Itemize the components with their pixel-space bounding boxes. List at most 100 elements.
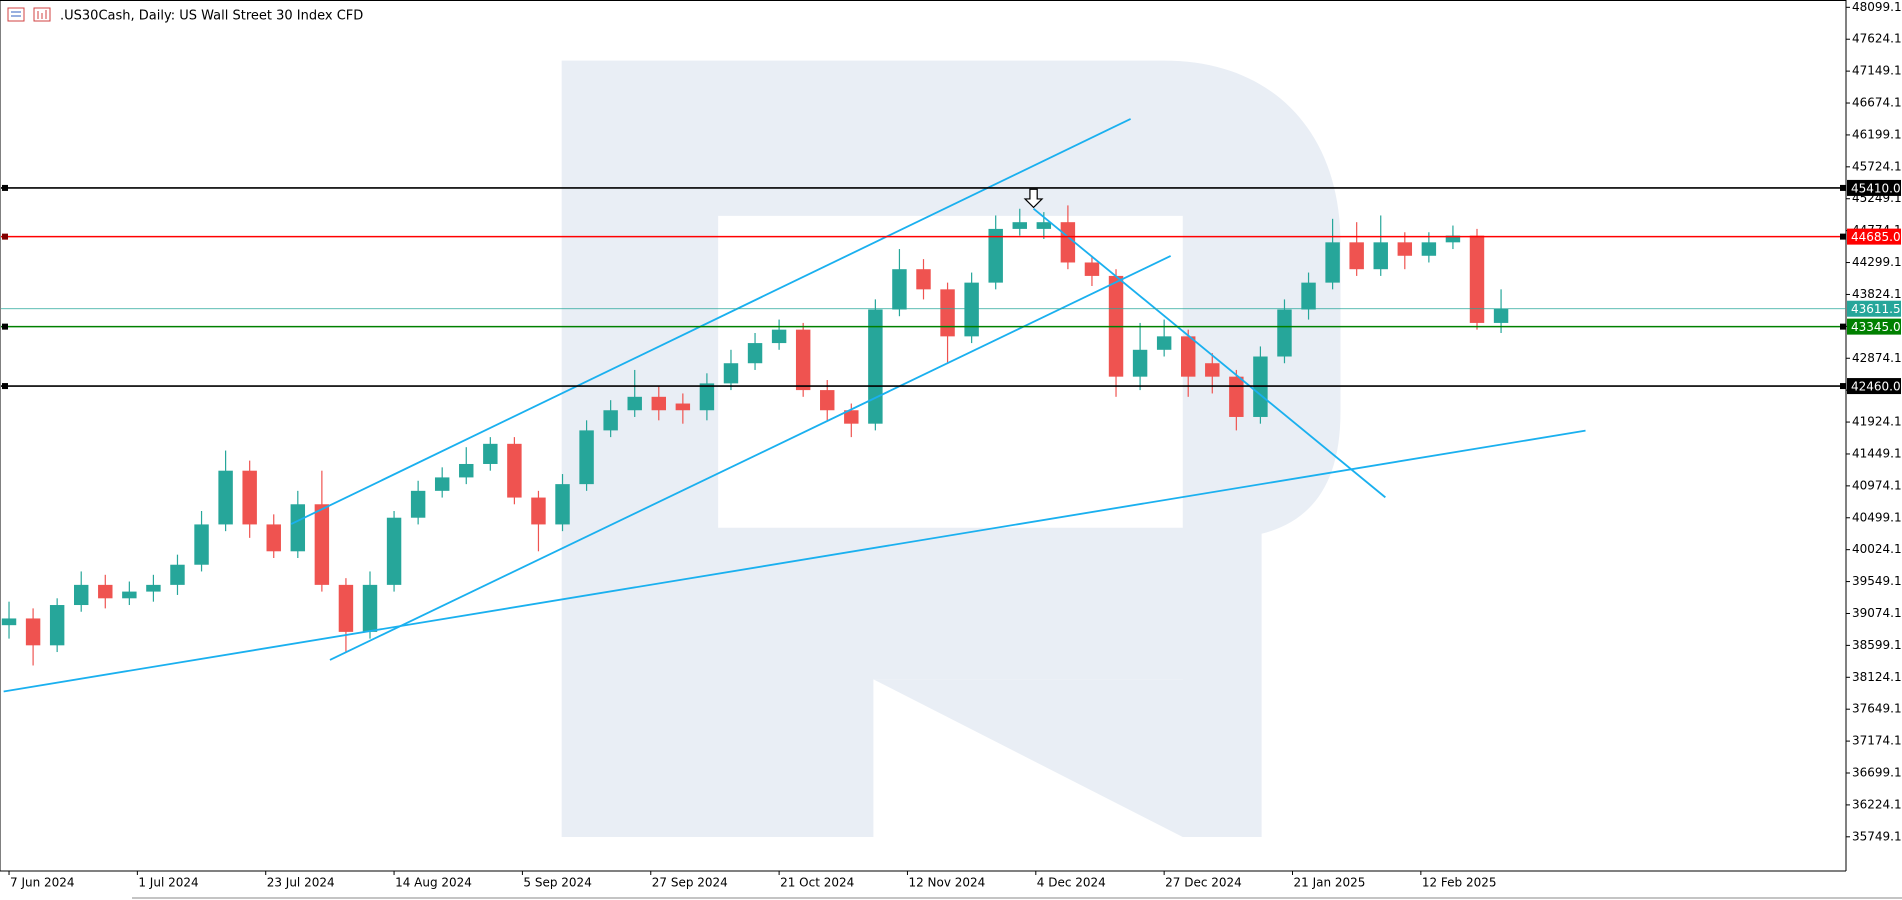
candle-body	[1469, 235, 1485, 323]
price-label-box	[1847, 318, 1901, 335]
trendline	[329, 255, 1172, 661]
price-label-box	[1847, 179, 1901, 196]
trendline	[290, 118, 1132, 525]
candle-body	[146, 584, 161, 592]
candle-body	[916, 269, 931, 290]
price-label: 44685.0	[1851, 230, 1901, 244]
candle-body	[73, 584, 89, 606]
y-tick-label: 41924.1	[1852, 415, 1902, 429]
candle-body	[170, 564, 185, 585]
x-tick-label: 23 Jul 2024	[267, 876, 335, 890]
x-tick-label: 1 Jul 2024	[138, 876, 198, 890]
y-tick-label: 47149.1	[1852, 64, 1902, 78]
candle-body	[747, 343, 763, 364]
candle-body	[1421, 242, 1437, 256]
candle-body	[795, 329, 811, 391]
y-tick-label: 38124.1	[1852, 670, 1902, 684]
candle-body	[651, 396, 667, 411]
x-tick-label: 4 Dec 2024	[1037, 876, 1106, 890]
trendline	[3, 429, 1586, 693]
x-tick-label: 12 Feb 2025	[1422, 876, 1497, 890]
price-label-box	[1847, 300, 1901, 317]
candle-body	[675, 403, 691, 411]
price-label: 43611.5	[1851, 302, 1901, 316]
candle-body	[1301, 282, 1316, 310]
candle-body	[1060, 222, 1076, 263]
icon	[37, 10, 47, 19]
price-marker	[1840, 383, 1846, 390]
y-tick-label: 46674.1	[1852, 96, 1902, 110]
candle-body	[1229, 376, 1244, 417]
price-marker	[2, 323, 8, 330]
candle-body	[266, 524, 281, 552]
candle-body	[434, 477, 450, 491]
y-tick-label: 36699.1	[1852, 765, 1902, 779]
y-tick-label: 40499.1	[1852, 510, 1902, 524]
y-tick-label: 47624.1	[1852, 32, 1902, 46]
y-tick-label: 42874.1	[1852, 351, 1902, 365]
candle-body	[771, 329, 787, 344]
candle-body	[555, 484, 570, 525]
candle-body	[218, 470, 233, 525]
candle-body	[483, 443, 498, 464]
x-tick-label: 14 Aug 2024	[395, 876, 472, 890]
x-tick-label: 27 Sep 2024	[652, 876, 728, 890]
x-tick-label: 12 Nov 2024	[908, 876, 985, 890]
candle-body	[25, 618, 41, 646]
y-tick-label: 46199.1	[1852, 127, 1902, 141]
x-tick-label: 7 Jun 2024	[10, 876, 75, 890]
y-tick-label: 41449.1	[1852, 446, 1902, 460]
candle-body	[1036, 222, 1052, 229]
candle-body	[1156, 336, 1172, 350]
candle-body	[1325, 242, 1340, 283]
x-tick-label: 21 Oct 2024	[780, 876, 854, 890]
candle-body	[194, 524, 209, 565]
price-label: 42460.0	[1851, 380, 1901, 394]
candle-body	[892, 269, 907, 310]
candle-body	[1205, 363, 1220, 377]
candle-body	[820, 390, 835, 411]
candle-body	[1084, 262, 1100, 276]
y-tick-label: 37649.1	[1852, 702, 1902, 716]
trendlines	[3, 118, 1586, 693]
y-tick-label: 37174.1	[1852, 734, 1902, 748]
price-marker	[2, 383, 8, 390]
candle-body	[603, 410, 618, 431]
candle-body	[1277, 309, 1292, 357]
candle-body	[579, 430, 594, 485]
price-marker	[1840, 323, 1846, 330]
candle-body	[723, 363, 739, 384]
candle-body	[1493, 308, 1509, 323]
toolbar-icons	[7, 7, 51, 22]
candle-body	[386, 517, 402, 585]
candle-body	[49, 605, 65, 646]
candle-body	[531, 497, 546, 525]
candle-body	[1, 618, 17, 626]
candle-body	[242, 470, 257, 525]
candle-body	[410, 490, 426, 518]
candle-body	[1012, 222, 1027, 229]
candle-body	[338, 584, 354, 632]
price-label-box	[1847, 378, 1901, 395]
price-marker	[1840, 184, 1846, 191]
y-tick-label: 36224.1	[1852, 797, 1902, 811]
candle-body	[290, 504, 306, 552]
candle-body	[362, 584, 378, 632]
price-marker	[2, 184, 8, 191]
candle-body	[1132, 349, 1148, 377]
y-tick-label: 39549.1	[1852, 574, 1902, 588]
y-tick-label: 38599.1	[1852, 638, 1902, 652]
y-tick-label: 45724.1	[1852, 159, 1902, 173]
candle-body	[844, 410, 859, 424]
price-label: 45410.0	[1851, 181, 1901, 195]
candle-body	[988, 228, 1003, 283]
candle-body	[1445, 235, 1461, 243]
candle-body	[98, 584, 113, 599]
price-label-box	[1847, 228, 1901, 245]
y-tick-label: 35749.1	[1852, 829, 1902, 843]
trendline	[1032, 207, 1386, 499]
arrow-marker	[1023, 188, 1044, 209]
candle-body	[459, 463, 474, 478]
y-tick-label: 40974.1	[1852, 478, 1902, 492]
